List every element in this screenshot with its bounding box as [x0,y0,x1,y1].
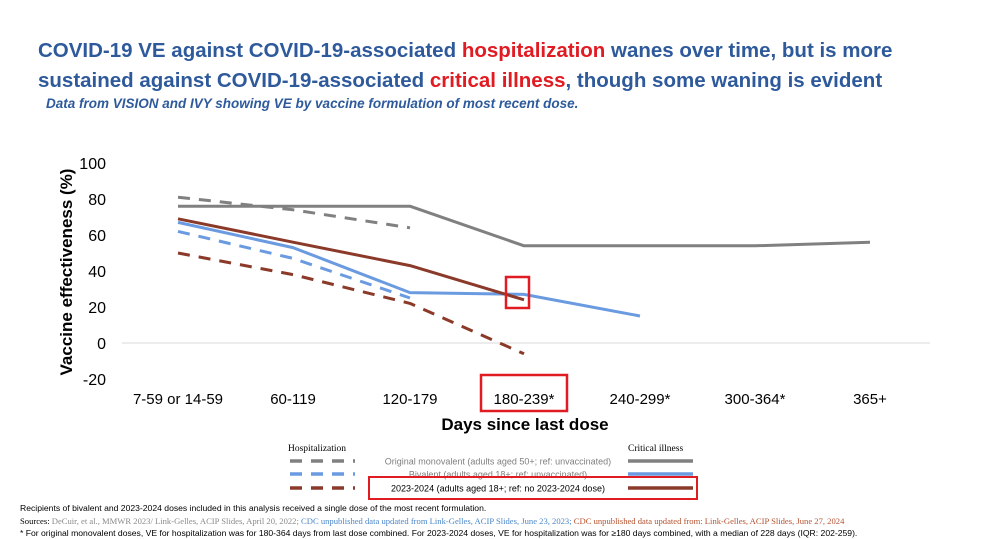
legend-highlight-box [368,476,698,500]
title-hospitalization: hospitalization [461,39,606,62]
x-tick-label: 120-179 [382,391,437,408]
legend-label: 2023-2024 (adults aged 18+; ref: no 2023… [391,484,605,494]
slide-subtitle: Data from VISION and IVY showing VE by v… [46,96,579,111]
title-part-1: COVID-19 VE against COVID-19-associated [38,39,462,62]
x-tick-label: 365+ [853,391,887,408]
series-line-2023-2024-critical-illness [177,217,525,302]
sources-prefix: Sources: [20,516,52,526]
x-tick-label: 7-59 or 14-59 [133,391,223,408]
series-line-original-monovalent-hospitalization [177,195,411,230]
y-axis-label: Vaccine effectiveness (%) [57,169,76,376]
x-axis-label: Days since last dose [441,415,608,434]
x-tick-label: 180-239* [494,391,555,408]
highlight-box-category [479,373,569,413]
y-tick-label: 20 [88,300,106,317]
source-1: DeCuir, et al., MMWR 2023/ Link-Gelles, … [51,516,299,526]
footer-sources: Sources: DeCuir, et al., MMWR 2023/ Link… [20,516,844,526]
highlight-box-datapoint [504,275,531,310]
x-tick-labels: 7-59 or 14-59 60-119 120-179 180-239* 240-29… [133,391,887,408]
legend-heading-hospitalization: Hospitalization [288,444,346,454]
y-tick-label: -20 [83,372,106,389]
y-tick-label: 60 [88,228,106,245]
legend-heading-critical-illness: Critical illness [628,444,683,454]
legend-label: Original monovalent (adults aged 50+; re… [385,457,611,467]
source-2: CDC unpublished data updated from Link-G… [298,516,572,526]
chart-legend: Hospitalization Critical illness Origina… [288,444,698,500]
x-tick-label: 60-119 [270,391,316,408]
title-critical-illness: critical illness [429,69,566,92]
x-tick-label: 240-299* [610,391,671,408]
x-tick-label: 300-364* [725,391,786,408]
source-3: CDC unpublished data updated from: Link-… [571,516,845,526]
y-tick-label: 100 [79,156,106,173]
series-line-2023-2024-hospitalization [177,251,525,356]
series-line-bivalent-hospitalization [177,229,411,300]
y-tick-label: 0 [97,336,106,353]
y-tick-labels: -20 0 20 40 60 80 100 [79,156,106,389]
footer-note: Recipients of bivalent and 2023-2024 dos… [20,503,487,513]
series-lines [177,195,871,356]
slide-title: COVID-19 VE against COVID-19-associated … [38,36,978,96]
y-tick-label: 80 [88,192,106,209]
title-part-3: , though some waning is evident [565,69,883,92]
footer-footnote: * For original monovalent doses, VE for … [20,528,858,538]
legend-label: Bivalent (adults aged 18+; ref: unvaccin… [409,470,587,480]
y-tick-label: 40 [88,264,106,281]
title-part-2: wanes over time, but is more sustained a… [38,39,893,92]
